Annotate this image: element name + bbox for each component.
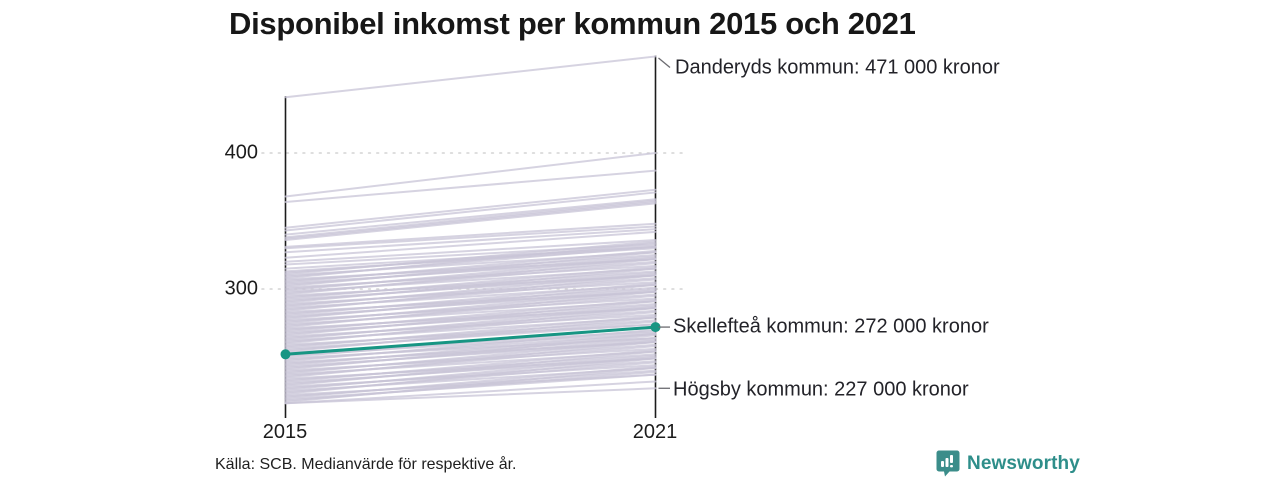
municipality-line — [284, 316, 657, 353]
municipality-line — [284, 274, 657, 312]
municipality-line — [284, 188, 657, 229]
municipality-line — [284, 200, 657, 240]
newsworthy-logo-text: Newsworthy — [967, 452, 1080, 474]
municipality-line — [284, 222, 657, 248]
municipality-line — [284, 357, 657, 395]
municipality-line — [284, 332, 657, 367]
municipality-line — [284, 267, 657, 304]
municipality-line — [284, 256, 657, 292]
y-axis-tick-400: 400 — [224, 141, 258, 164]
municipality-line — [284, 305, 657, 341]
municipality-line — [284, 249, 657, 284]
municipality-line — [284, 240, 657, 276]
municipality-line — [284, 282, 657, 316]
chart-title: Disponibel inkomst per kommun 2015 och 2… — [229, 6, 916, 41]
municipality-line — [284, 300, 657, 337]
municipality-line — [284, 298, 657, 333]
x-axis-label-2015: 2015 — [262, 421, 308, 443]
newsworthy-logo: Newsworthy — [936, 450, 1080, 477]
municipality-line — [284, 225, 657, 250]
municipality-line — [284, 307, 657, 345]
municipality-line — [284, 380, 657, 405]
municipality-line — [284, 228, 657, 254]
municipality-line — [284, 365, 657, 399]
municipality-line — [284, 334, 657, 371]
annotation-hogsby: Högsby kommun: 227 000 kronor — [673, 378, 969, 401]
municipality-line — [284, 273, 657, 308]
municipality-line — [284, 289, 657, 324]
municipality-line — [284, 152, 657, 198]
municipality-line — [284, 258, 657, 296]
municipality-line — [284, 230, 657, 259]
municipality-line — [284, 55, 657, 99]
municipality-line — [284, 341, 657, 379]
annotation-connector — [658, 57, 671, 68]
y-axis-tick-300: 300 — [224, 277, 258, 300]
municipality-line — [284, 266, 657, 300]
municipality-line — [284, 349, 657, 383]
annotation-danderyd: Danderyds kommun: 471 000 kronor — [675, 56, 1000, 79]
x-axis-label-2021: 2021 — [632, 421, 678, 443]
municipality-line — [284, 315, 657, 349]
highlight-line — [285, 325, 656, 356]
municipality-line — [284, 202, 657, 242]
municipality-line — [284, 251, 657, 288]
municipality-line — [284, 241, 657, 280]
municipality-line — [284, 328, 657, 363]
annotation-skelleftea: Skellefteå kommun: 272 000 kronor — [673, 315, 989, 338]
municipality-line — [284, 199, 657, 239]
source-note: Källa: SCB. Medianvärde för respektive å… — [215, 456, 517, 473]
highlight-dot-2021 — [650, 322, 661, 333]
highlight-dot-2015 — [280, 349, 291, 360]
municipality-line — [284, 198, 657, 236]
municipality-line — [284, 356, 657, 391]
municipality-line — [284, 350, 657, 387]
municipality-line — [284, 290, 657, 329]
municipality-line — [284, 191, 657, 232]
municipality-line — [284, 169, 657, 203]
municipality-line — [284, 239, 657, 263]
municipality-line — [284, 339, 657, 375]
newsworthy-logo-icon — [936, 450, 960, 477]
municipality-line — [284, 283, 657, 320]
municipality-line — [284, 387, 657, 405]
municipality-line — [284, 366, 657, 403]
